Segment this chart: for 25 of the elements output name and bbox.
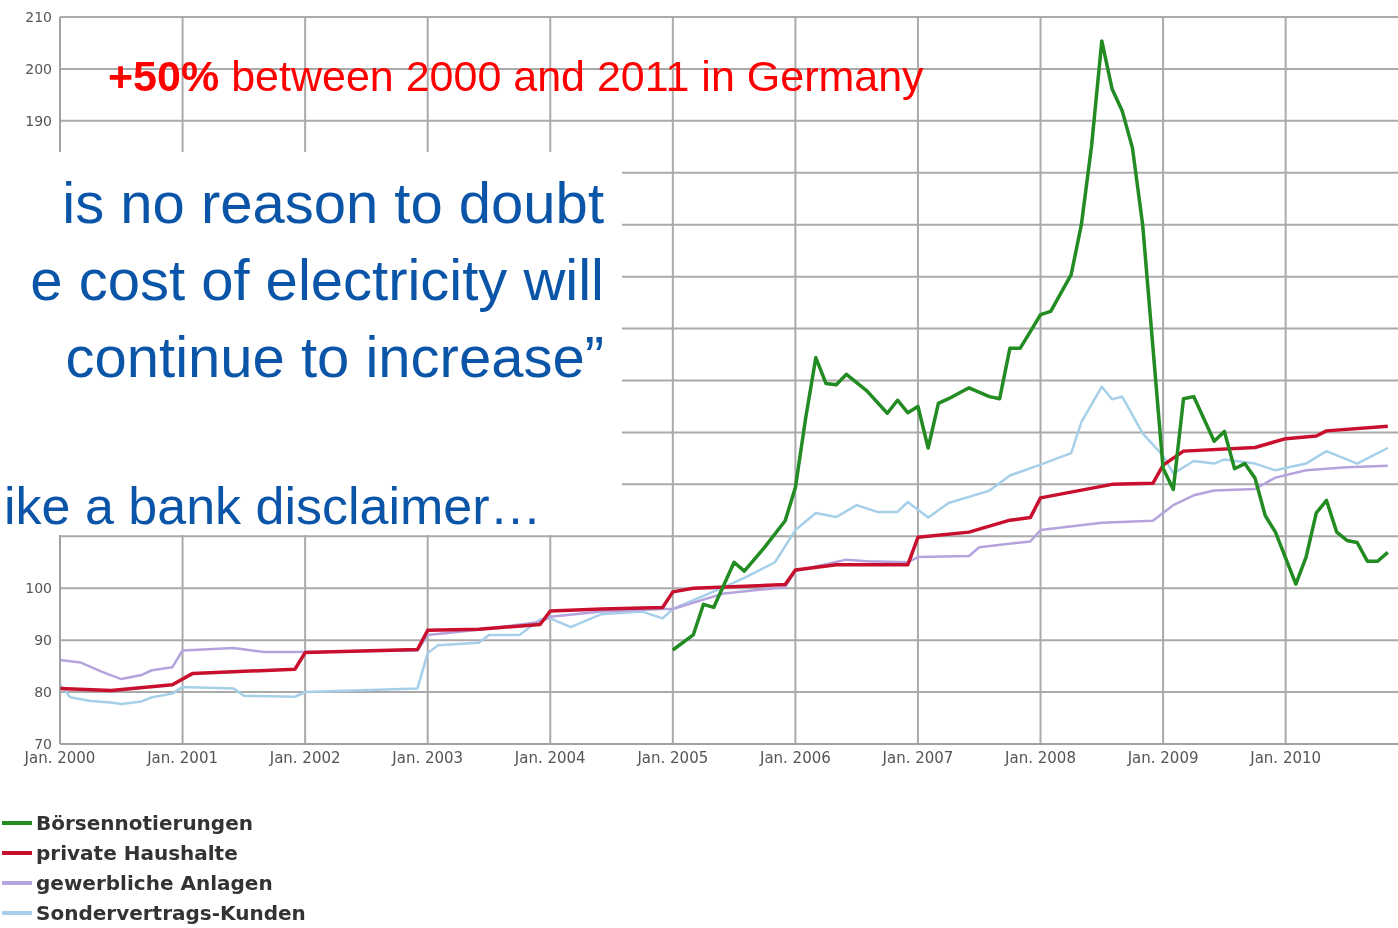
legend-label: private Haushalte [36, 841, 238, 865]
y-tick-label: 200 [25, 60, 52, 77]
x-tick-label: Jan. 2010 [1249, 748, 1322, 767]
annotation: is no reason to doubt [61, 169, 605, 237]
x-tick-label: Jan. 2009 [1126, 748, 1199, 767]
x-tick-label: Jan. 2001 [146, 748, 218, 767]
x-tick-label: Jan. 2002 [268, 748, 341, 767]
x-tick-label: Jan. 2004 [513, 748, 586, 767]
legend-label: Sondervertrags-Kunden [36, 901, 306, 925]
x-tick-label: Jan. 2003 [391, 748, 464, 767]
annotation: +50% between 2000 and 2011 in Germany [108, 52, 924, 101]
y-tick-label: 90 [34, 632, 52, 649]
legend-label: gewerbliche Anlagen [36, 871, 273, 895]
annotation: e cost of electricity will [29, 246, 605, 314]
y-tick-label: 210 [25, 8, 52, 25]
x-tick-label: Jan. 2007 [881, 748, 954, 767]
annotation: continue to increase” [64, 323, 605, 391]
y-tick-label: 100 [25, 580, 52, 597]
x-tick-label: Jan. 2008 [1004, 748, 1076, 767]
x-tick-label: Jan. 2006 [758, 748, 831, 767]
y-tick-label: 190 [25, 112, 52, 129]
y-tick-label: 80 [34, 684, 52, 701]
x-tick-label: Jan. 2005 [636, 748, 709, 767]
annotation: ike a bank disclaimer… [4, 476, 542, 537]
legend-label: Börsennotierungen [36, 811, 253, 835]
